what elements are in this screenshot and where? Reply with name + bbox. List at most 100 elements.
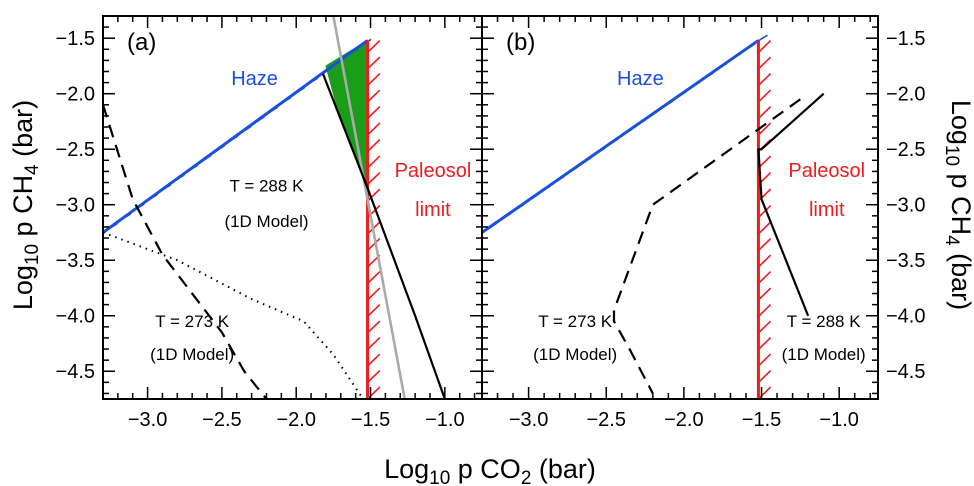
y-tick-label: −3.5	[56, 250, 95, 272]
paleosol-hatch	[757, 254, 772, 268]
y-axis-title-right: Log10 p CH4 (bar)	[941, 100, 974, 310]
paleosol-hatch	[366, 188, 381, 202]
t273-3d-curve	[103, 231, 364, 399]
paleosol-hatch	[757, 238, 772, 252]
paleosol-hatch	[366, 287, 381, 301]
y-tick-label: −1.5	[886, 28, 925, 50]
y-tick-label: −2.0	[56, 84, 95, 106]
paleosol-hatch	[366, 139, 381, 153]
paleosol-hatch	[757, 122, 772, 136]
t288-3d-curve	[332, 16, 406, 399]
paleosol-hatch	[366, 271, 381, 285]
haze-hatch	[209, 145, 225, 156]
haze-hatch	[711, 62, 728, 74]
haze-label: Haze	[617, 68, 664, 90]
annotation: T = 288 K	[230, 176, 305, 195]
paleosol-hatch	[366, 40, 381, 54]
t288-1d-curve	[321, 73, 446, 399]
haze-hatch	[289, 87, 305, 98]
paleosol-hatch	[757, 40, 772, 54]
paleosol-hatch	[366, 122, 381, 136]
paleosol-hatch	[366, 337, 381, 351]
paleosol-hatch	[366, 320, 381, 334]
haze-hatch	[630, 119, 646, 130]
haze-hatch	[617, 128, 633, 140]
paleosol-hatch	[757, 386, 772, 399]
y-tick-label: −3.5	[886, 250, 925, 272]
annotation: (1D Model)	[533, 345, 617, 364]
panel-label: (a)	[127, 29, 156, 56]
haze-hatch	[115, 213, 132, 224]
haze-hatch	[103, 222, 118, 234]
haze-hatch	[657, 100, 674, 111]
haze-hatch	[671, 90, 687, 102]
panel-b: Haze Paleosol limit T = 273 K (1D Model) T = …	[482, 34, 866, 399]
panel-label: (b)	[506, 29, 535, 56]
t273-1d-curve	[612, 98, 801, 394]
haze-label: Haze	[231, 68, 278, 90]
annotation: T = 273 K	[155, 312, 230, 331]
y-tick-label: −4.0	[886, 306, 925, 328]
haze-hatch	[535, 185, 552, 196]
paleosol-hatch	[366, 304, 381, 318]
t288-1d-curve	[757, 92, 825, 317]
annotation: (1D Model)	[224, 212, 308, 231]
haze-hatch	[342, 48, 359, 59]
haze-hatch	[262, 106, 279, 117]
x-tick-label: −2.0	[664, 409, 703, 431]
haze-hatch	[182, 164, 198, 175]
haze-hatch	[155, 184, 172, 195]
paleosol-hatch	[757, 56, 772, 70]
haze-hatch	[249, 116, 265, 127]
x-tick-label: −2.5	[202, 409, 241, 431]
haze-hatch	[752, 34, 768, 45]
haze-hatch	[316, 67, 332, 79]
x-tick-label: −1.5	[742, 409, 781, 431]
annotation: (1D Model)	[782, 345, 866, 364]
haze-hatch	[739, 43, 755, 55]
paleosol-hatch	[757, 106, 772, 120]
haze-hatch	[549, 175, 565, 187]
paleosol-hatch	[757, 221, 772, 235]
y-tick-label: −4.5	[886, 361, 925, 383]
y-tick-label: −3.0	[56, 195, 95, 217]
haze-hatch	[589, 147, 606, 158]
y-tick-label: −3.0	[886, 195, 925, 217]
haze-hatch	[725, 53, 741, 64]
paleosol-hatch	[366, 238, 381, 252]
paleosol-hatch	[366, 370, 381, 384]
paleosol-hatch	[757, 73, 772, 87]
haze-hatch	[576, 156, 592, 168]
x-tick-label: −2.5	[586, 409, 625, 431]
haze-hatch	[644, 109, 660, 121]
paleosol-hatch	[366, 56, 381, 70]
x-tick-label: −1.0	[819, 409, 858, 431]
annotation: T = 273 K	[538, 312, 613, 331]
haze-hatch	[302, 77, 319, 88]
paleosol-hatch	[757, 89, 772, 103]
annotation: T = 288 K	[787, 312, 862, 331]
y-tick-label: −2.0	[886, 84, 925, 106]
haze-hatch	[698, 72, 714, 83]
x-tick-label: −3.0	[509, 409, 548, 431]
haze-hatch	[562, 166, 579, 177]
x-tick-label: −3.0	[128, 409, 167, 431]
haze-hatch	[482, 222, 497, 234]
paleosol-hatch	[366, 106, 381, 120]
axes-overlay: (a) −3.0 −2.5 −2.0 −1.5 −1.0 −1.5 −2.0 −2.5 −3.0 −…	[56, 15, 925, 431]
paleosol-hatch	[366, 73, 381, 87]
y-tick-label: −1.5	[56, 28, 95, 50]
paleosol-hatch	[366, 155, 381, 169]
x-tick-label: −2.0	[276, 409, 315, 431]
paleosol-hatch	[366, 172, 381, 186]
t273-1d-curve	[103, 104, 268, 399]
paleosol-hatch	[757, 370, 772, 384]
paleosol-hatch	[366, 386, 381, 399]
haze-hatch	[495, 213, 511, 224]
haze-hatch	[169, 174, 185, 185]
paleosol-hatch	[757, 353, 772, 367]
paleosol-hatch	[757, 287, 772, 301]
x-tick-label: −1.0	[425, 409, 464, 431]
annotation: (1D Model)	[150, 345, 234, 364]
